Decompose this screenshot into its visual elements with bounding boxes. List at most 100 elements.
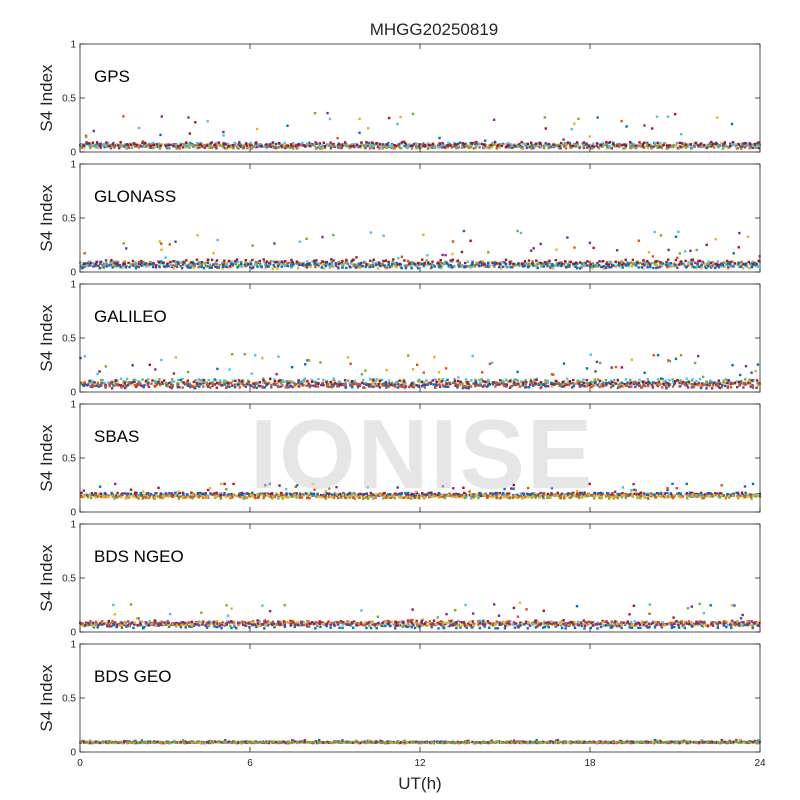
data-point <box>635 493 638 497</box>
data-point <box>191 261 195 265</box>
data-point <box>517 145 520 148</box>
panel-label: SBAS <box>94 427 139 446</box>
data-point <box>257 381 260 384</box>
data-point <box>721 263 724 267</box>
y-tick-label: 0 <box>70 388 76 399</box>
data-point <box>131 381 134 384</box>
data-point <box>557 382 560 385</box>
data-point <box>94 264 97 268</box>
data-point <box>638 378 641 381</box>
data-point <box>341 143 344 146</box>
data-point <box>490 143 493 147</box>
data-point <box>188 262 191 265</box>
data-point <box>222 146 225 149</box>
data-point <box>141 378 144 381</box>
data-point <box>484 380 487 384</box>
data-point <box>666 496 670 499</box>
data-point <box>157 142 161 145</box>
data-point <box>572 491 575 495</box>
data-point <box>579 385 582 388</box>
data-point <box>352 493 355 496</box>
data-point <box>270 492 274 495</box>
data-point <box>695 267 698 270</box>
data-point <box>279 379 282 382</box>
data-point <box>683 142 686 145</box>
data-point <box>457 623 461 627</box>
data-point <box>329 141 332 144</box>
data-point <box>215 141 218 145</box>
data-point <box>180 495 183 498</box>
data-point <box>459 384 462 387</box>
data-point <box>648 381 651 385</box>
data-point <box>755 386 758 389</box>
data-point <box>279 385 282 388</box>
data-point <box>403 385 406 389</box>
data-point <box>213 383 217 386</box>
data-point <box>591 147 594 150</box>
data-point <box>155 494 158 497</box>
data-point <box>605 141 608 144</box>
data-point <box>679 379 682 382</box>
data-point <box>276 267 279 270</box>
data-point <box>96 493 100 496</box>
data-point <box>203 146 206 149</box>
panel-label: GPS <box>94 67 130 86</box>
data-point <box>189 496 192 499</box>
data-point <box>338 145 342 148</box>
data-point <box>628 385 631 389</box>
data-point <box>182 493 185 496</box>
data-point <box>647 493 650 497</box>
data-point <box>730 381 733 385</box>
data-point <box>98 144 102 147</box>
data-point <box>247 379 250 382</box>
data-point <box>539 494 542 497</box>
data-point <box>179 261 183 264</box>
data-point <box>169 380 172 384</box>
data-point <box>603 384 606 387</box>
data-point <box>391 494 394 497</box>
data-point <box>147 264 151 268</box>
data-point <box>88 381 91 384</box>
data-point <box>440 143 444 147</box>
data-point <box>718 380 721 384</box>
data-point <box>563 493 566 496</box>
data-point <box>669 492 672 495</box>
data-point <box>485 494 488 497</box>
data-point <box>315 259 318 262</box>
data-point <box>322 267 326 270</box>
data-point <box>319 147 322 150</box>
data-point <box>137 495 141 498</box>
data-point <box>254 381 258 385</box>
data-point <box>127 261 130 265</box>
data-point <box>623 383 626 386</box>
data-point <box>618 261 621 264</box>
data-point <box>132 264 135 267</box>
data-point <box>699 491 703 495</box>
data-point <box>737 143 740 146</box>
data-point <box>273 495 277 499</box>
data-point <box>202 496 205 499</box>
data-point <box>726 381 729 385</box>
data-point <box>637 493 641 496</box>
data-point <box>421 492 424 495</box>
data-point <box>200 611 203 614</box>
data-point <box>456 383 460 386</box>
data-point <box>443 260 447 264</box>
data-point <box>275 493 278 497</box>
data-point <box>354 381 358 384</box>
data-point <box>692 385 696 389</box>
data-point <box>494 491 498 495</box>
data-point <box>591 380 594 384</box>
data-point <box>694 141 697 144</box>
data-point <box>667 258 670 261</box>
data-point <box>283 260 287 263</box>
data-point <box>367 263 370 266</box>
data-point <box>720 484 723 487</box>
data-point <box>170 492 174 495</box>
data-point <box>329 147 333 150</box>
data-point <box>737 262 741 265</box>
data-point <box>105 495 108 498</box>
